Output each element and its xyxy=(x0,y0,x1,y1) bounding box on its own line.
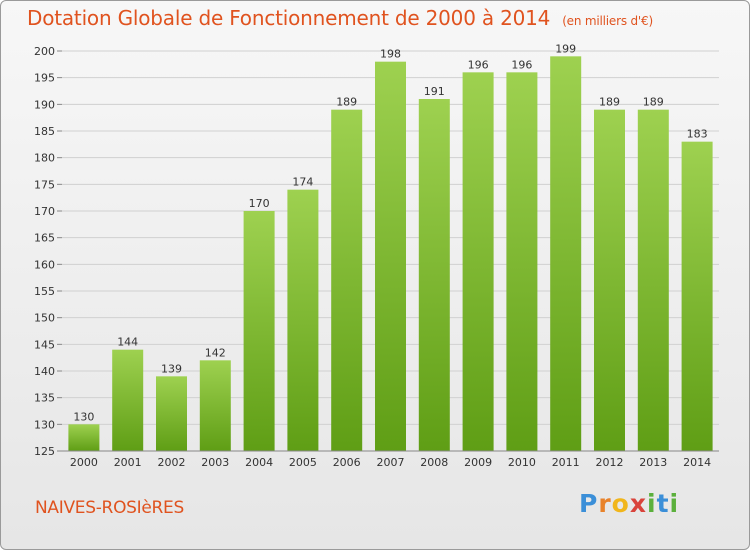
bar xyxy=(243,211,275,451)
x-tick-label: 2005 xyxy=(289,456,317,469)
value-label: 189 xyxy=(599,96,620,109)
y-tick-label: 165 xyxy=(34,232,55,245)
value-label: 130 xyxy=(73,410,94,423)
value-label: 170 xyxy=(249,197,270,210)
y-axis-ticks: 125 130 135 140 145 150 155 160 165 170 175 180 185 1… xyxy=(34,45,62,458)
proxiti-logo: Proxiti xyxy=(579,489,679,518)
bar xyxy=(287,189,319,451)
bar xyxy=(112,349,144,451)
chart-subtitle: (en milliers d'€) xyxy=(562,14,653,28)
y-tick-label: 175 xyxy=(34,178,55,191)
logo-letter: t xyxy=(656,489,670,518)
x-tick-label: 2007 xyxy=(377,456,405,469)
chart-title-text: Dotation Globale de Fonctionnement de 20… xyxy=(27,6,551,30)
x-tick-label: 2014 xyxy=(683,456,711,469)
bar xyxy=(375,61,406,452)
y-tick-label: 170 xyxy=(34,205,55,218)
bars xyxy=(68,56,713,452)
bar xyxy=(331,109,363,452)
bar xyxy=(418,99,450,451)
y-tick-label: 150 xyxy=(34,312,55,325)
chart-title: Dotation Globale de Fonctionnement de 20… xyxy=(27,6,653,30)
bar xyxy=(637,109,669,452)
y-tick-label: 160 xyxy=(34,258,55,271)
y-tick-label: 145 xyxy=(34,338,55,351)
y-tick-label: 155 xyxy=(34,285,55,298)
x-tick-label: 2000 xyxy=(70,456,98,469)
x-tick-label: 2009 xyxy=(464,456,492,469)
logo-letter: r xyxy=(598,489,612,518)
value-label: 196 xyxy=(468,58,489,71)
logo-letter: i xyxy=(647,489,657,518)
y-tick-label: 190 xyxy=(34,98,55,111)
logo-letter: o xyxy=(611,489,630,518)
value-label: 174 xyxy=(292,176,313,189)
x-tick-label: 2011 xyxy=(552,456,580,469)
x-tick-label: 2003 xyxy=(201,456,229,469)
value-labels: 130 144 139 142 170 174 189 198 191 196 196 199 189 1… xyxy=(73,42,707,423)
logo-letter: P xyxy=(579,489,599,518)
value-label: 191 xyxy=(424,85,445,98)
commune-name: NAIVES-ROSIèRES xyxy=(35,498,184,518)
y-tick-label: 180 xyxy=(34,152,55,165)
y-tick-label: 185 xyxy=(34,125,55,138)
x-tick-label: 2008 xyxy=(420,456,448,469)
x-tick-label: 2002 xyxy=(158,456,186,469)
value-label: 189 xyxy=(336,96,357,109)
value-label: 189 xyxy=(643,96,664,109)
value-label: 199 xyxy=(555,42,576,55)
bar xyxy=(506,72,538,451)
logo-letter: i xyxy=(669,489,680,518)
bar xyxy=(68,424,100,451)
bar xyxy=(594,109,625,452)
y-tick-label: 195 xyxy=(34,72,55,85)
value-label: 142 xyxy=(205,346,226,359)
bar xyxy=(199,360,231,451)
value-label: 183 xyxy=(687,128,708,141)
x-tick-label: 2010 xyxy=(508,456,536,469)
value-label: 139 xyxy=(161,362,182,375)
x-tick-label: 2012 xyxy=(596,456,624,469)
x-tick-label: 2013 xyxy=(639,456,667,469)
value-label: 144 xyxy=(117,336,138,349)
y-tick-label: 135 xyxy=(34,392,55,405)
y-tick-label: 200 xyxy=(34,45,55,58)
x-tick-label: 2004 xyxy=(245,456,273,469)
bar xyxy=(462,72,494,451)
bar xyxy=(156,376,187,451)
value-label: 196 xyxy=(511,58,532,71)
y-tick-label: 140 xyxy=(34,365,55,378)
y-tick-label: 125 xyxy=(34,445,55,458)
x-tick-label: 2001 xyxy=(114,456,142,469)
x-axis-ticks: 2000 2001 2002 2003 2004 2005 2006 2007 2008 2009… xyxy=(70,456,711,469)
y-tick-label: 130 xyxy=(34,418,55,431)
value-label: 198 xyxy=(380,48,401,61)
x-tick-label: 2006 xyxy=(333,456,361,469)
logo-letter: x xyxy=(629,489,647,518)
bar xyxy=(550,56,582,451)
bar xyxy=(681,141,713,451)
